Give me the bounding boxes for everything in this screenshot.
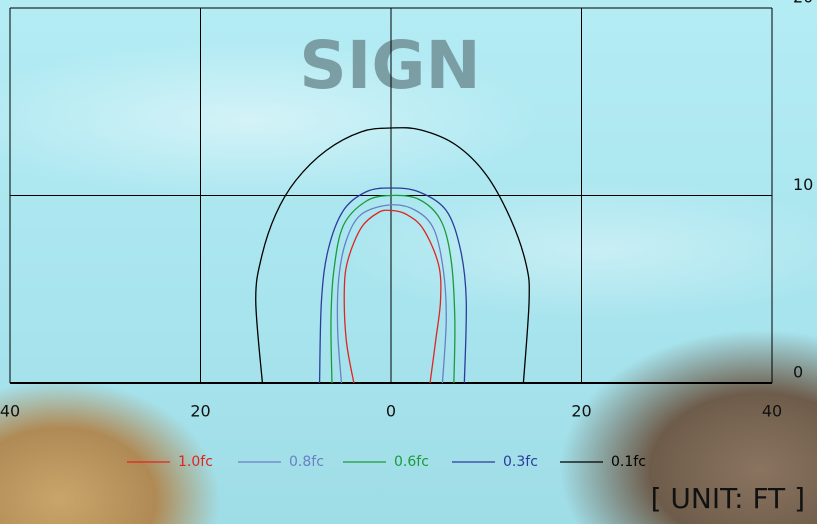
isoline: [318, 187, 468, 384]
unit-label: [ UNIT: FT ]: [651, 482, 805, 515]
legend-label: 0.6fc: [394, 454, 429, 470]
x-tick-label: 20: [571, 402, 591, 421]
legend-label: 0.3fc: [503, 454, 538, 470]
legend-label: 0.1fc: [611, 454, 646, 470]
y-tick-label: 20: [793, 0, 813, 7]
x-tick-label: 0: [386, 402, 396, 421]
isoline: [255, 127, 530, 384]
isoline: [330, 194, 456, 384]
isoline: [336, 204, 447, 384]
y-tick-label: 10: [793, 175, 813, 194]
legend-label: 0.8fc: [289, 454, 324, 470]
legend-label: 1.0fc: [178, 454, 213, 470]
isoline: [343, 209, 442, 384]
y-tick-label: 0: [793, 363, 803, 382]
x-tick-label: 40: [0, 402, 20, 421]
x-tick-label: 20: [190, 402, 210, 421]
chart-title: SIGN: [299, 27, 481, 104]
x-tick-label: 40: [762, 402, 782, 421]
